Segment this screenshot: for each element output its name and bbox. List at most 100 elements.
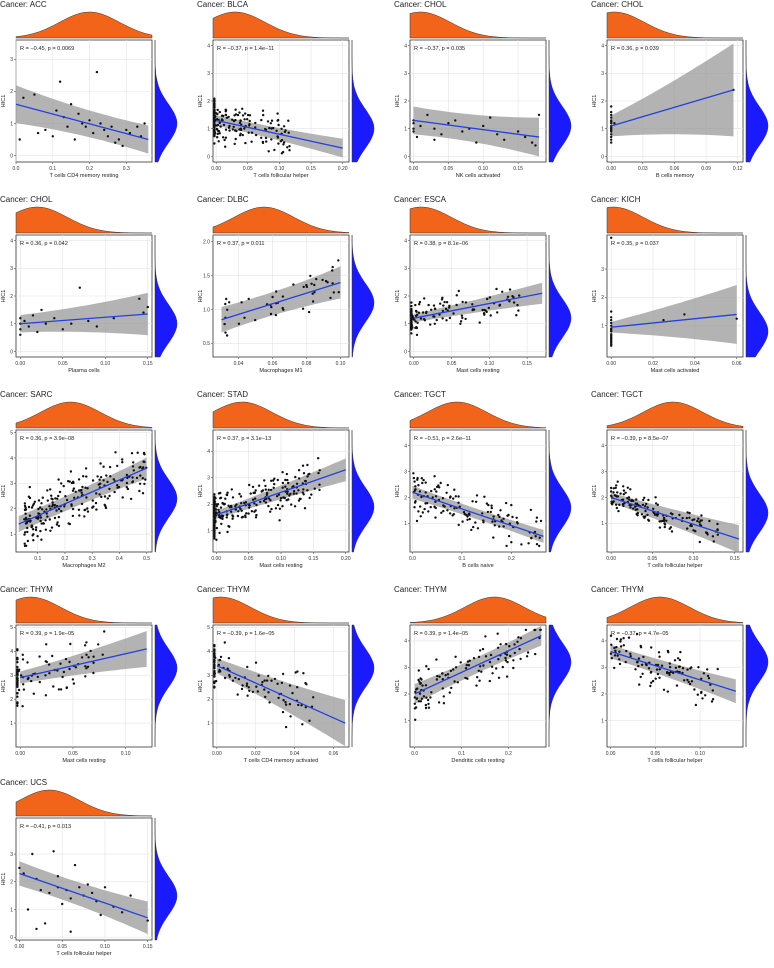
data-point bbox=[37, 512, 40, 515]
x-tick-label: 0.05 bbox=[68, 751, 78, 757]
scatter-plot-svg: R = 0.39, p = 1.4e−05 0.0 0.1 0.2 1 2 3 4 Dendri… bbox=[395, 596, 572, 764]
data-point bbox=[275, 495, 279, 498]
data-point bbox=[538, 544, 541, 548]
data-point bbox=[673, 659, 677, 662]
data-point bbox=[254, 509, 257, 512]
data-point bbox=[610, 113, 613, 117]
data-point bbox=[23, 533, 26, 536]
data-point bbox=[213, 99, 216, 102]
data-point bbox=[418, 303, 421, 306]
data-point bbox=[610, 110, 613, 114]
data-point bbox=[16, 701, 19, 705]
x-density-curve bbox=[606, 401, 744, 429]
data-point bbox=[44, 528, 47, 531]
scatter-plot-svg: R = 0.35, p = 0.037 0.00 0.02 0.04 0.06 1 2 3 Ma… bbox=[592, 206, 769, 374]
data-point bbox=[530, 141, 534, 144]
data-point bbox=[56, 521, 59, 524]
data-point bbox=[716, 667, 719, 671]
data-point bbox=[297, 703, 300, 707]
y-tick-label: 1.5 bbox=[203, 273, 210, 279]
data-point bbox=[478, 679, 481, 682]
data-point bbox=[287, 481, 290, 485]
data-point bbox=[51, 654, 54, 658]
y-density-curve bbox=[154, 429, 178, 553]
correlation-stats: R = −0.41, p = 0.013 bbox=[20, 824, 71, 830]
data-point bbox=[426, 698, 430, 702]
data-point bbox=[280, 681, 284, 685]
x-tick-label: 0.00 bbox=[409, 361, 419, 367]
data-point bbox=[39, 529, 42, 533]
data-point bbox=[213, 128, 216, 132]
x-tick-label: 0.00 bbox=[15, 944, 25, 950]
data-point bbox=[125, 481, 129, 485]
data-point bbox=[276, 118, 280, 122]
data-point bbox=[72, 682, 76, 685]
data-point bbox=[264, 501, 268, 504]
data-point bbox=[80, 491, 83, 494]
data-point bbox=[451, 514, 454, 517]
data-point bbox=[38, 655, 41, 658]
x-density-curve bbox=[15, 789, 153, 817]
data-point bbox=[234, 137, 237, 141]
x-tick-label: 0.05 bbox=[447, 361, 457, 367]
data-point bbox=[614, 649, 617, 652]
data-point bbox=[448, 316, 452, 320]
data-point bbox=[26, 661, 29, 664]
data-point bbox=[640, 513, 644, 516]
data-point bbox=[80, 656, 84, 659]
data-point bbox=[136, 451, 139, 454]
data-point bbox=[452, 497, 455, 500]
data-point bbox=[610, 337, 613, 340]
x-tick-label: 0.15 bbox=[143, 361, 153, 367]
data-point bbox=[310, 282, 313, 285]
x-tick-label: 0.15 bbox=[730, 556, 740, 562]
data-point bbox=[269, 488, 273, 492]
y-tick-label: 4 bbox=[207, 449, 210, 455]
scatter-plot-svg: R = −0.45, p = 0.0069 0.0 0.1 0.2 0.3 0 1 2 3 T c… bbox=[1, 11, 178, 179]
data-point bbox=[71, 489, 75, 492]
data-point bbox=[665, 519, 668, 522]
data-point bbox=[439, 302, 442, 305]
y-tick-label: 4 bbox=[10, 456, 13, 462]
data-point bbox=[537, 113, 541, 117]
data-point bbox=[616, 654, 619, 657]
data-point bbox=[46, 489, 49, 492]
data-point bbox=[318, 488, 321, 492]
data-point bbox=[22, 683, 25, 686]
data-point bbox=[59, 688, 63, 691]
data-point bbox=[615, 637, 619, 641]
data-point bbox=[74, 490, 77, 493]
y-tick-label: 1.0 bbox=[203, 307, 210, 313]
data-point bbox=[143, 122, 146, 125]
regression-line bbox=[412, 491, 544, 538]
data-point bbox=[461, 316, 464, 320]
data-point bbox=[37, 507, 40, 511]
y-tick-label: 2 bbox=[10, 697, 13, 703]
data-point bbox=[103, 495, 107, 498]
data-point bbox=[71, 507, 75, 511]
data-point bbox=[610, 324, 613, 327]
data-point bbox=[538, 536, 541, 539]
scatter-plot-svg: R = 0.37, p = 3.1e−13 0.00 0.05 0.10 0.15 0.2… bbox=[198, 401, 375, 569]
y-tick-label: 3 bbox=[10, 481, 13, 487]
data-point bbox=[709, 683, 712, 686]
data-point bbox=[23, 518, 26, 521]
data-point bbox=[296, 686, 299, 689]
y-density-curve bbox=[154, 624, 178, 747]
data-point bbox=[517, 309, 520, 312]
correlation-stats: R = 0.39, p = 1.9e−05 bbox=[20, 631, 74, 637]
data-point bbox=[704, 694, 707, 697]
data-point bbox=[515, 516, 518, 519]
data-point bbox=[432, 315, 435, 318]
data-point bbox=[84, 467, 88, 470]
confidence-band bbox=[611, 285, 737, 344]
regression-line bbox=[611, 313, 737, 328]
data-point bbox=[265, 493, 269, 497]
data-point bbox=[57, 478, 60, 481]
data-point bbox=[410, 317, 413, 320]
cancer-label: Cancer: BLCA bbox=[197, 0, 249, 9]
data-point bbox=[213, 97, 216, 100]
data-point bbox=[91, 506, 94, 509]
data-point bbox=[213, 661, 216, 664]
data-point bbox=[306, 489, 309, 492]
